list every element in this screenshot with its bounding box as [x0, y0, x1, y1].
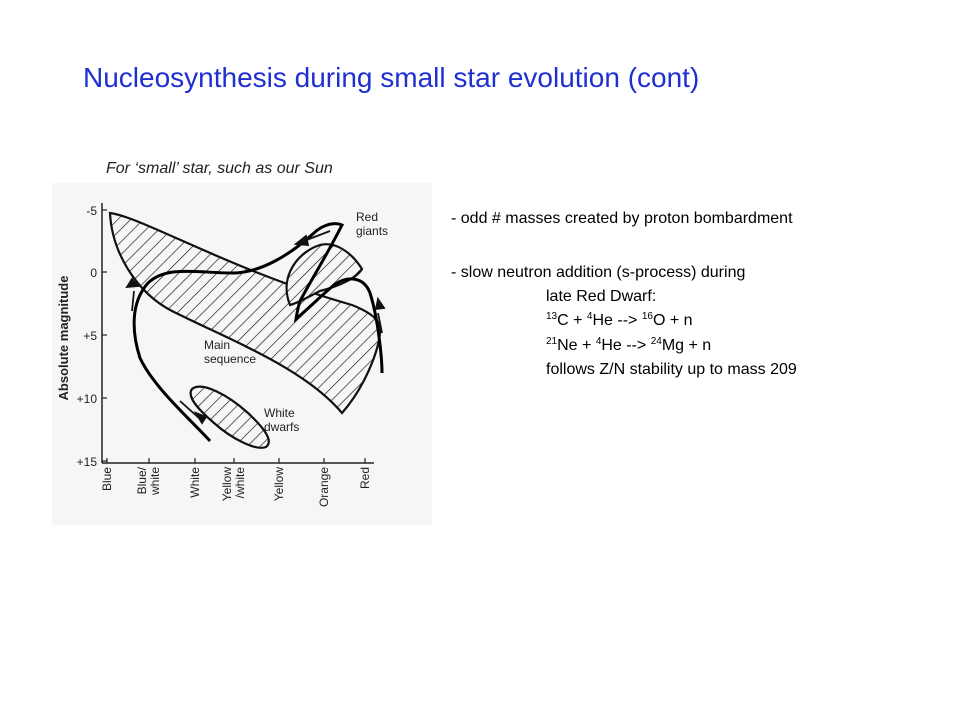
- slide-title: Nucleosynthesis during small star evolut…: [83, 62, 700, 93]
- note-line-sprocess: - slow neutron addition (s-process) duri…: [451, 264, 746, 281]
- reaction-text: Mg + n: [661, 337, 712, 354]
- reaction-text: O + n: [652, 312, 693, 329]
- evolution-track: [132, 222, 384, 443]
- reaction-carbon: 13C + 4He --> 16O + n: [546, 311, 693, 331]
- x-tick-label: White: [188, 467, 202, 498]
- x-tick-label: Orange: [317, 467, 331, 507]
- mass-number: 21: [546, 336, 558, 347]
- hr-diagram: -5 0 +5 +10 +15 Absolute magnitude Blue B…: [52, 183, 432, 525]
- figure-caption: For ‘small’ star, such as our Sun: [106, 160, 333, 177]
- y-tick-label: 0: [90, 266, 97, 280]
- note-line-stability: follows Z/N stability up to mass 209: [546, 361, 797, 378]
- x-tick-label: Red: [358, 467, 372, 489]
- mass-number: 4: [586, 311, 593, 322]
- x-tick-label: Blue/white: [135, 466, 162, 496]
- y-tick-label: +15: [77, 455, 98, 469]
- main-sequence-band: [108, 211, 382, 415]
- note-line-proton: - odd # masses created by proton bombard…: [451, 210, 793, 227]
- y-tick-label: +5: [83, 329, 97, 343]
- mass-number: 16: [641, 311, 653, 322]
- x-tick-label: Yellow/white: [220, 467, 247, 502]
- reaction-text: C +: [557, 312, 587, 329]
- mass-number: 24: [650, 336, 662, 347]
- reaction-neon: 21Ne + 4He --> 24Mg + n: [546, 336, 711, 356]
- hr-diagram-svg: -5 0 +5 +10 +15 Absolute magnitude Blue B…: [56, 203, 388, 507]
- x-tick-label: Blue: [100, 467, 114, 491]
- y-tick-label: +10: [77, 392, 98, 406]
- y-axis-label: Absolute magnitude: [56, 276, 71, 401]
- white-dwarfs-label: White dwarfs: [264, 406, 299, 434]
- white-dwarfs-blob: [189, 385, 270, 449]
- mass-number: 13: [546, 311, 558, 322]
- x-tick-label: Yellow: [272, 467, 286, 502]
- mass-number: 4: [595, 336, 602, 347]
- reaction-text: Ne +: [557, 337, 596, 354]
- red-giants-label: Red giants: [356, 210, 388, 238]
- note-line-red-dwarf: late Red Dwarf:: [546, 288, 657, 305]
- main-sequence-label: Main sequence: [204, 338, 256, 366]
- y-tick-label: -5: [86, 204, 97, 218]
- reaction-text: He -->: [592, 312, 642, 329]
- reaction-text: He -->: [601, 337, 651, 354]
